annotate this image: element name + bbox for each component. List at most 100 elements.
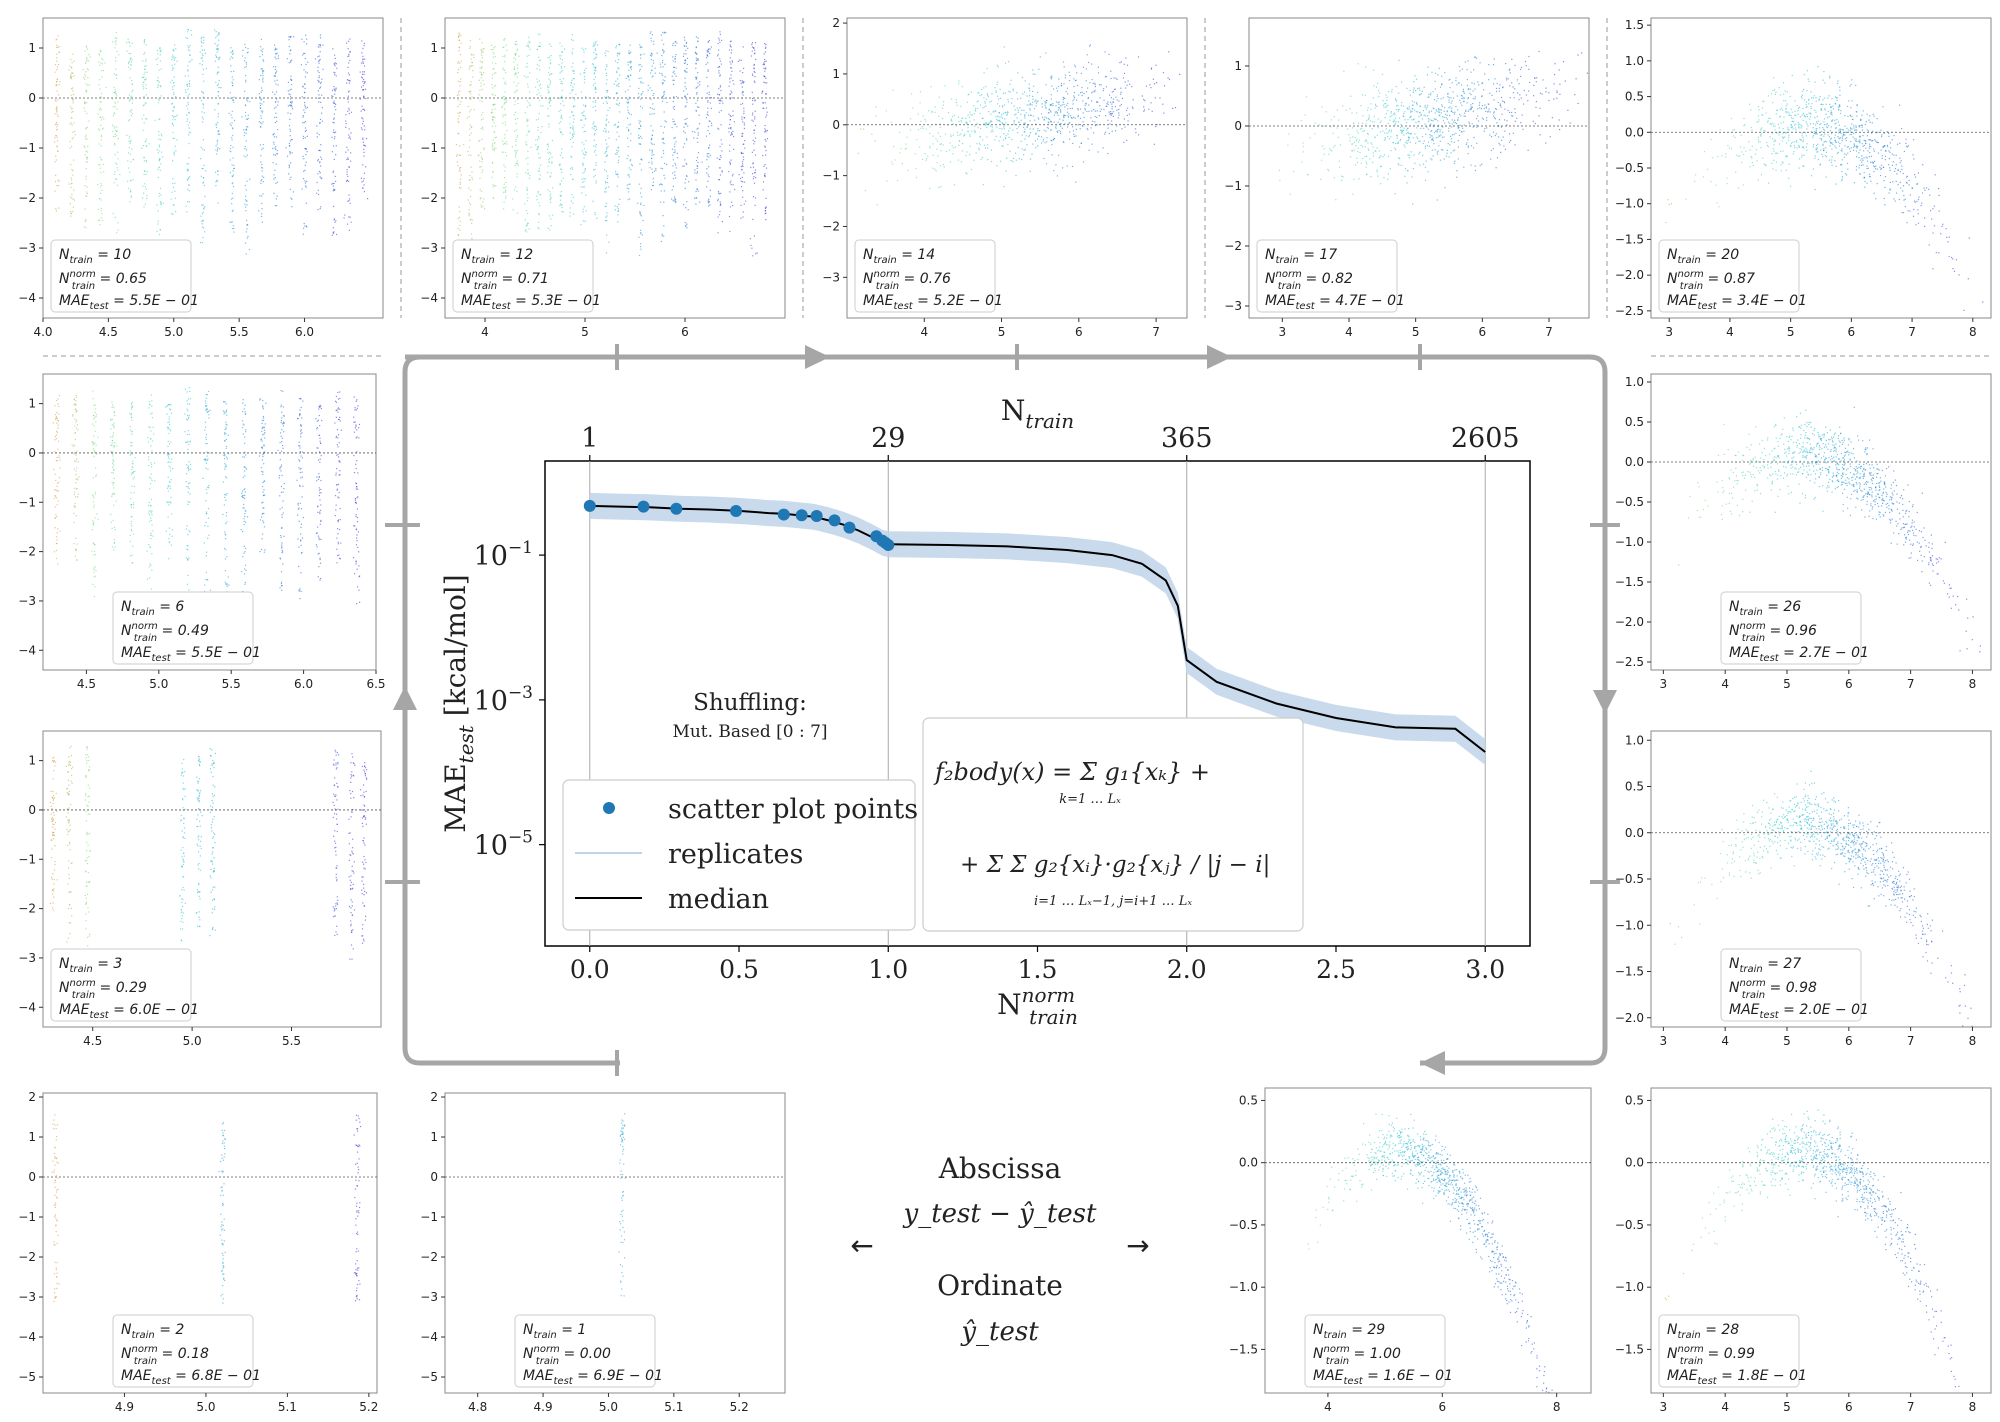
scatter-dot: [291, 79, 293, 81]
scatter-dot: [967, 131, 969, 133]
scatter-dot: [492, 148, 494, 150]
scatter-dot: [471, 178, 473, 180]
scatter-dot: [482, 118, 484, 120]
scatter-dot: [932, 135, 934, 137]
scatter-dot: [711, 124, 713, 127]
scatter-dot: [674, 162, 676, 165]
scatter-dot: [115, 40, 117, 42]
scatter-dot: [742, 216, 744, 218]
scatter-dot: [187, 45, 189, 47]
scatter-dot: [652, 130, 654, 132]
scatter-dot: [317, 56, 319, 58]
scatter-dot: [617, 84, 619, 86]
scatter-dot: [934, 111, 936, 113]
scatter-dot: [1422, 163, 1425, 165]
scatter-dot: [969, 135, 971, 137]
scatter-dot: [527, 197, 529, 199]
scatter-dot: [469, 124, 471, 126]
scatter-dot: [547, 72, 550, 74]
scatter-dot: [246, 204, 248, 206]
scatter-dot: [116, 37, 118, 39]
scatter-dot: [1395, 142, 1397, 145]
scatter-dot: [1443, 116, 1445, 118]
scatter-dot: [627, 102, 629, 105]
scatter-dot: [550, 198, 552, 200]
scatter-dot: [765, 77, 767, 79]
scatter-dot: [74, 130, 76, 132]
scatter-dot: [84, 75, 87, 77]
scatter-dot: [1091, 143, 1093, 145]
scatter-dot: [728, 85, 730, 87]
scatter-dot: [365, 98, 367, 100]
scatter-dot: [470, 98, 472, 100]
scatter-dot: [202, 96, 204, 98]
scatter-dot: [246, 99, 248, 101]
scatter-dot: [940, 186, 942, 188]
scatter-dot: [627, 111, 630, 113]
scatter-dot: [919, 146, 921, 148]
scatter-dot: [1110, 97, 1112, 99]
scatter-dot: [290, 101, 292, 103]
scatter-dot: [550, 73, 552, 75]
scatter-dot: [276, 205, 278, 207]
scatter-dot: [1085, 91, 1088, 93]
scatter-dot: [232, 209, 234, 211]
scatter-dot: [1470, 164, 1472, 166]
scatter-dot: [607, 96, 609, 98]
scatter-dot: [360, 127, 363, 129]
scatter-dot: [191, 59, 193, 61]
scatter-dot: [246, 118, 248, 120]
scatter-dot: [582, 181, 584, 183]
scatter-dot: [1002, 112, 1004, 115]
scatter-dot: [1063, 117, 1065, 119]
scatter-dot: [215, 54, 217, 56]
scatter-dot: [699, 201, 701, 203]
scatter-dot: [1103, 108, 1105, 110]
scatter-dot: [1396, 100, 1398, 102]
scatter-dot: [1330, 149, 1332, 151]
scatter-dot: [593, 66, 595, 68]
scatter-dot: [616, 153, 618, 155]
scatter-dot: [215, 126, 218, 129]
scatter-dot: [274, 205, 276, 207]
scatter-dot: [572, 136, 574, 138]
scatter-dot: [637, 202, 639, 204]
scatter-dot: [966, 101, 968, 103]
scatter-dot: [72, 98, 74, 100]
scatter-dot: [54, 190, 56, 192]
scatter-dot: [696, 167, 698, 169]
scatter-dot: [173, 152, 175, 154]
scatter-dot: [743, 67, 745, 69]
scatter-dot: [1076, 72, 1078, 74]
scatter-dot: [729, 123, 731, 126]
scatter-dot: [583, 157, 585, 159]
scatter-dot: [515, 140, 517, 143]
scatter-dot: [1019, 107, 1021, 109]
scatter-dot: [160, 51, 162, 53]
scatter-dot: [1060, 111, 1062, 113]
scatter-dot: [1451, 119, 1453, 121]
scatter-dot: [719, 100, 721, 102]
scatter-dot: [535, 139, 537, 141]
scatter-dot: [582, 126, 584, 129]
scatter-dot: [974, 131, 977, 133]
scatter-dot: [662, 48, 664, 51]
scatter-dot: [570, 139, 572, 141]
scatter-dot: [333, 129, 335, 131]
scatter-dot: [144, 65, 146, 67]
scatter-dot: [1050, 121, 1053, 123]
scatter-dot: [232, 174, 234, 176]
scatter-dot: [1361, 127, 1363, 130]
scatter-dot: [218, 32, 220, 34]
scatter-dot: [1067, 115, 1069, 117]
scatter-dot: [585, 140, 587, 142]
scatter-dot: [100, 92, 103, 95]
scatter-dot: [1023, 122, 1025, 124]
scatter-dot: [1089, 45, 1091, 47]
scatter-dot: [99, 163, 101, 166]
scatter-dot: [1365, 123, 1367, 125]
scatter-dot: [259, 104, 261, 107]
scatter-dot: [203, 49, 205, 51]
scatter-dot: [995, 116, 997, 118]
